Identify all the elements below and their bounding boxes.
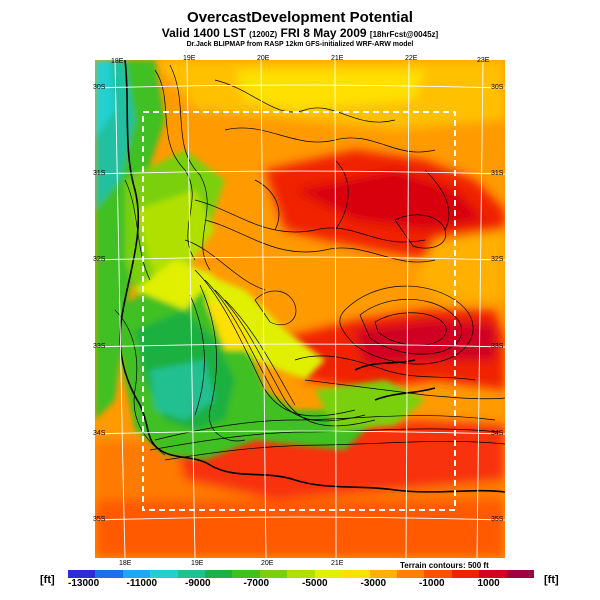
valid-date: FRI 8 May 2009 bbox=[280, 26, 367, 40]
color-scale-segment bbox=[68, 570, 96, 578]
color-scale-segment bbox=[506, 570, 535, 578]
color-scale-segment bbox=[287, 570, 316, 578]
forecast-info: [18hrFcst@0045z] bbox=[369, 30, 439, 39]
color-scale-tick-label: -3000 bbox=[360, 578, 387, 589]
color-scale-tick-label: -11000 bbox=[126, 578, 158, 589]
color-scale-segment bbox=[177, 570, 206, 578]
color-scale-segment bbox=[150, 570, 179, 578]
top-lon-label: 23E bbox=[477, 57, 490, 64]
top-lon-label: 22E bbox=[405, 55, 418, 62]
right-lat-label: 35S bbox=[491, 516, 504, 523]
field-shading bbox=[95, 60, 505, 558]
right-lat-label: 30S bbox=[491, 84, 504, 91]
color-scale-segment bbox=[205, 570, 233, 578]
map-title: OvercastDevelopment Potential bbox=[187, 9, 413, 26]
right-lat-label: 34S bbox=[491, 430, 504, 437]
top-lon-label: 20E bbox=[257, 55, 270, 62]
color-scale-segment bbox=[314, 570, 343, 578]
bottom-lon-label: 21E bbox=[331, 560, 344, 567]
color-scale-tick-label: -7000 bbox=[243, 578, 270, 589]
utc-time: (1200Z) bbox=[249, 30, 278, 39]
color-scale-tick-label: -5000 bbox=[302, 578, 328, 589]
unit-label-left: [ft] bbox=[40, 574, 55, 586]
left-lat-label: 34S bbox=[93, 430, 106, 437]
valid-time-line: Valid 1400 LST (1200Z) FRI 8 May 2009 [1… bbox=[0, 26, 600, 40]
left-lat-label: 31S bbox=[93, 170, 106, 177]
left-lat-label: 32S bbox=[93, 256, 106, 263]
latlon-grid bbox=[95, 60, 505, 558]
right-lat-label: 32S bbox=[491, 256, 504, 263]
top-lon-label: 21E bbox=[331, 55, 344, 62]
bottom-lon-label: 19E bbox=[191, 560, 204, 567]
green-cloud-zone bbox=[95, 60, 425, 460]
color-scale-tick-label: -9000 bbox=[185, 578, 211, 589]
unit-label-right: [ft] bbox=[544, 574, 559, 586]
bottom-lon-label: 18E bbox=[119, 560, 132, 567]
forecast-map: 18E 19E 20E 21E 22E 23E 18E 19E 20E 21E … bbox=[93, 55, 505, 567]
color-scale-segment bbox=[369, 570, 398, 578]
color-scale-segment bbox=[451, 570, 480, 578]
right-lat-label: 33S bbox=[491, 343, 504, 350]
color-scale-segment bbox=[424, 570, 453, 578]
left-lat-label: 33S bbox=[93, 343, 106, 350]
top-lon-label: 18E bbox=[111, 58, 124, 65]
color-scale-segment bbox=[396, 570, 425, 578]
color-scale-tick-label: -13000 bbox=[68, 578, 100, 589]
color-scale-segment bbox=[479, 570, 508, 578]
color-scale-segment bbox=[122, 570, 151, 578]
valid-label: Valid 1400 LST bbox=[161, 26, 246, 40]
color-scale-bar bbox=[68, 570, 535, 578]
top-lon-label: 19E bbox=[183, 55, 196, 62]
color-scale-segment bbox=[259, 570, 288, 578]
coastline bbox=[119, 60, 505, 493]
color-scale-segment bbox=[232, 570, 261, 578]
model-credit: Dr.Jack BLIPMAP from RASP 12km GFS-initi… bbox=[186, 41, 414, 48]
color-scale-tick-label: 1000 bbox=[477, 578, 500, 589]
inner-domain-boundary bbox=[142, 111, 456, 511]
overcast-map-svg bbox=[95, 60, 505, 558]
left-lat-label: 35S bbox=[93, 516, 106, 523]
color-scale-segment bbox=[95, 570, 124, 578]
right-lat-label: 31S bbox=[491, 170, 504, 177]
bottom-lon-label: 20E bbox=[261, 560, 274, 567]
terrain-contour-note: Terrain contours: 500 ft bbox=[400, 561, 489, 570]
terrain-contours bbox=[114, 64, 505, 461]
left-lat-label: 30S bbox=[93, 84, 106, 91]
color-scale-segment bbox=[342, 570, 371, 578]
color-scale-tick-label: -1000 bbox=[419, 578, 445, 589]
